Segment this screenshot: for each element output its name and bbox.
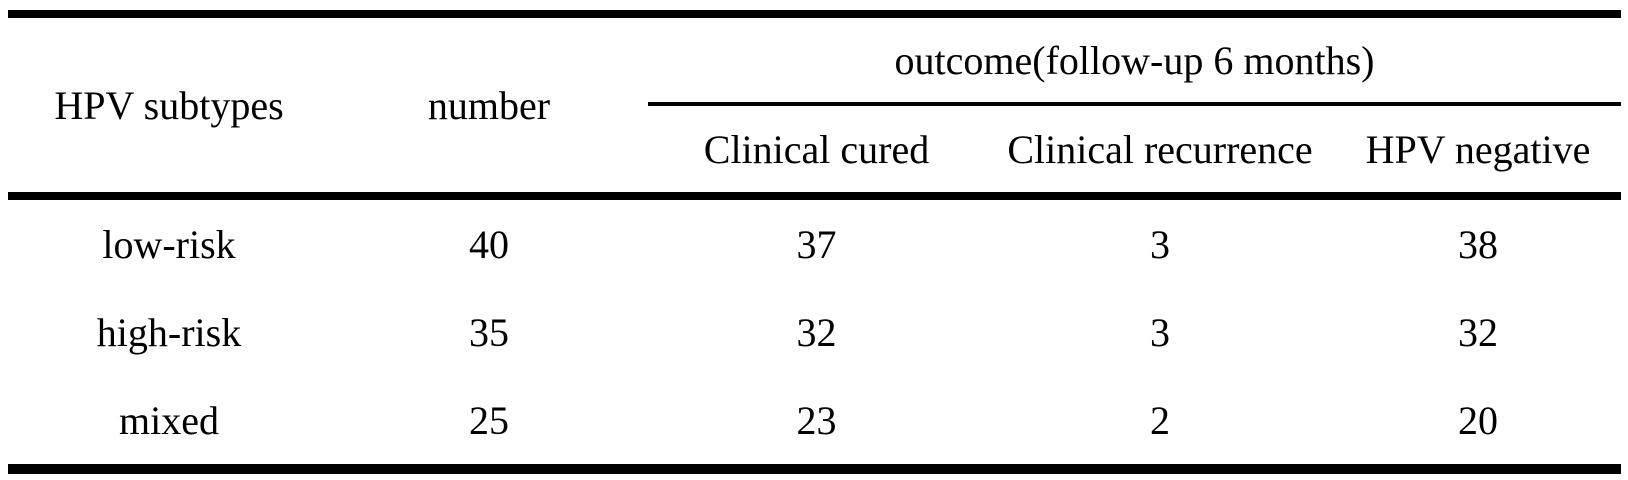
subheader-clinical-recurrence: Clinical recurrence [1007, 126, 1313, 172]
cell-subtype: low-risk [102, 221, 236, 267]
table-row: low-risk 40 37 3 38 [8, 200, 1621, 288]
cell-hpv-negative: 20 [1458, 397, 1498, 443]
table-top-rule [8, 10, 1621, 18]
outcome-spanner-rule [648, 102, 1621, 106]
cell-number: 35 [469, 309, 509, 355]
cell-clinical-recurrence: 2 [1150, 397, 1170, 443]
cell-hpv-negative: 38 [1458, 221, 1498, 267]
cell-number: 25 [469, 397, 509, 443]
outcome-subheader-row: Clinical cured Clinical recurrence HPV n… [648, 106, 1621, 192]
cell-subtype: mixed [119, 397, 219, 443]
table-body: low-risk 40 37 3 38 high-risk 35 32 3 32… [8, 200, 1621, 464]
outcome-header-group: outcome(follow-up 6 months) Clinical cur… [648, 18, 1621, 192]
table-bottom-rule [8, 464, 1621, 474]
table-row: high-risk 35 32 3 32 [8, 288, 1621, 376]
header-hpv-subtypes: HPV subtypes [54, 82, 284, 128]
outcome-table: HPV subtypes number outcome(follow-up 6 … [8, 10, 1621, 474]
header-number: number [427, 82, 551, 128]
cell-number: 40 [469, 221, 509, 267]
table-header: HPV subtypes number outcome(follow-up 6 … [8, 18, 1621, 192]
header-outcome-group: outcome(follow-up 6 months) [894, 37, 1375, 83]
subheader-hpv-negative: HPV negative [1365, 126, 1591, 172]
cell-clinical-recurrence: 3 [1150, 309, 1170, 355]
subheader-clinical-cured: Clinical cured [703, 126, 930, 172]
cell-clinical-cured: 32 [796, 309, 837, 355]
cell-clinical-recurrence: 3 [1150, 221, 1170, 267]
cell-subtype: high-risk [96, 309, 242, 355]
cell-clinical-cured: 23 [796, 397, 837, 443]
table-row: mixed 25 23 2 20 [8, 376, 1621, 464]
cell-hpv-negative: 32 [1458, 309, 1498, 355]
cell-clinical-cured: 37 [796, 221, 837, 267]
table-header-rule [8, 192, 1621, 200]
